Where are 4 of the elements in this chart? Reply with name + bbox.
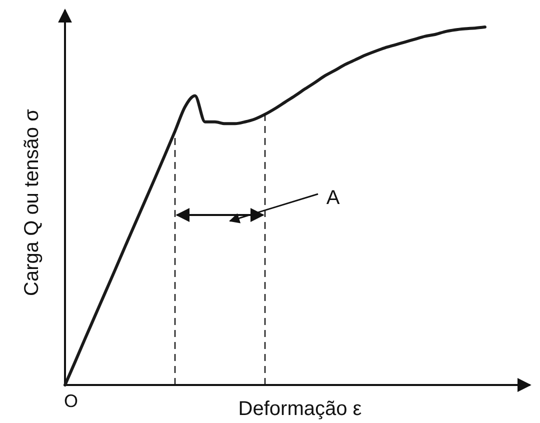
y-axis-title: Carga Q ou tensão σ [21, 108, 43, 296]
text: O [64, 391, 78, 411]
x-axis-title: Deformação ε [238, 398, 362, 420]
annotation: A [326, 187, 340, 209]
